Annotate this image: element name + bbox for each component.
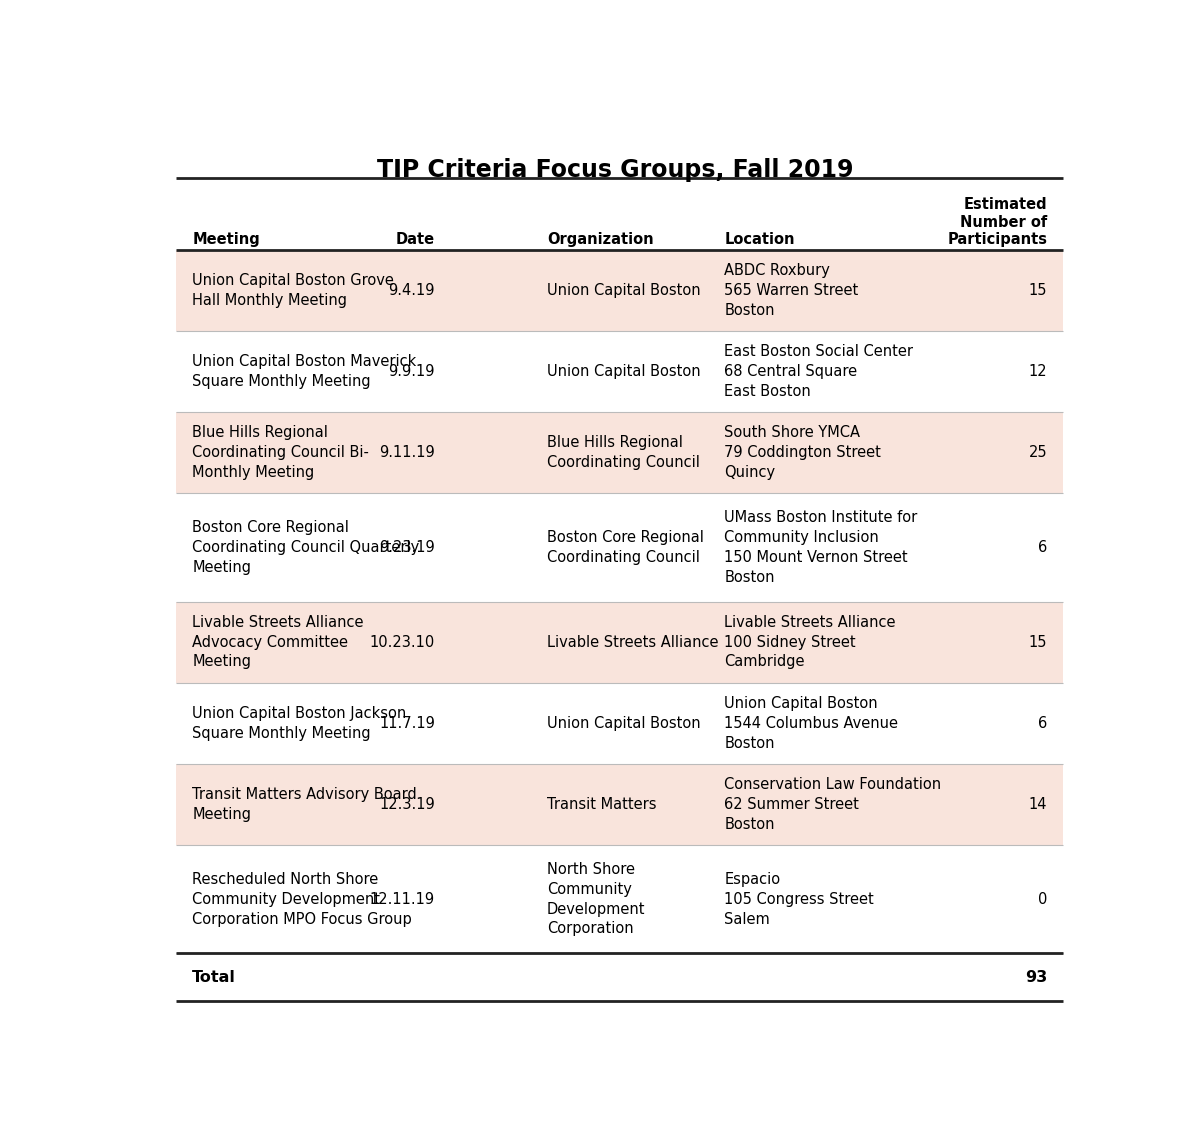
Text: South Shore YMCA
79 Coddington Street
Quincy: South Shore YMCA 79 Coddington Street Qu… (725, 426, 881, 480)
Text: 93: 93 (1025, 970, 1048, 985)
Text: Location: Location (725, 233, 794, 247)
Text: Blue Hills Regional
Coordinating Council Bi-
Monthly Meeting: Blue Hills Regional Coordinating Council… (192, 426, 370, 480)
Text: Blue Hills Regional
Coordinating Council: Blue Hills Regional Coordinating Council (547, 436, 700, 470)
Text: Livable Streets Alliance
100 Sidney Street
Cambridge: Livable Streets Alliance 100 Sidney Stre… (725, 615, 896, 670)
Text: TIP Criteria Focus Groups, Fall 2019: TIP Criteria Focus Groups, Fall 2019 (377, 158, 853, 182)
Text: Livable Streets Alliance
Advocacy Committee
Meeting: Livable Streets Alliance Advocacy Commit… (192, 615, 364, 670)
Text: Union Capital Boston
1544 Columbus Avenue
Boston: Union Capital Boston 1544 Columbus Avenu… (725, 696, 899, 750)
Text: 12.3.19: 12.3.19 (379, 797, 434, 812)
Text: 14: 14 (1028, 797, 1048, 812)
Text: Union Capital Boston: Union Capital Boston (547, 364, 701, 379)
Text: 15: 15 (1028, 283, 1048, 297)
Text: Espacio
105 Congress Street
Salem: Espacio 105 Congress Street Salem (725, 872, 875, 926)
Text: Rescheduled North Shore
Community Development
Corporation MPO Focus Group: Rescheduled North Shore Community Develo… (192, 872, 412, 926)
Text: 6: 6 (1038, 716, 1048, 731)
Text: Union Capital Boston Jackson
Square Monthly Meeting: Union Capital Boston Jackson Square Mont… (192, 706, 407, 741)
Text: UMass Boston Institute for
Community Inclusion
150 Mount Vernon Street
Boston: UMass Boston Institute for Community Inc… (725, 511, 918, 585)
Text: 12.11.19: 12.11.19 (370, 892, 434, 907)
Text: 12: 12 (1028, 364, 1048, 379)
Text: 9.9.19: 9.9.19 (389, 364, 434, 379)
Text: 15: 15 (1028, 634, 1048, 649)
Text: ABDC Roxbury
565 Warren Street
Boston: ABDC Roxbury 565 Warren Street Boston (725, 263, 859, 318)
Text: 10.23.10: 10.23.10 (370, 634, 434, 649)
Text: Union Capital Boston: Union Capital Boston (547, 716, 701, 731)
Text: Estimated
Number of
Participants: Estimated Number of Participants (947, 197, 1048, 247)
Text: 0: 0 (1038, 892, 1048, 907)
Text: Conservation Law Foundation
62 Summer Street
Boston: Conservation Law Foundation 62 Summer St… (725, 777, 942, 832)
Text: Livable Streets Alliance: Livable Streets Alliance (547, 634, 719, 649)
Text: Boston Core Regional
Coordinating Council: Boston Core Regional Coordinating Counci… (547, 530, 704, 565)
Text: North Shore
Community
Development
Corporation: North Shore Community Development Corpor… (547, 861, 646, 936)
Bar (176, 412, 1063, 494)
Text: 11.7.19: 11.7.19 (379, 716, 434, 731)
Text: 9.11.19: 9.11.19 (379, 445, 434, 461)
Text: Organization: Organization (547, 233, 654, 247)
Text: Total: Total (192, 970, 236, 985)
Text: 9.4.19: 9.4.19 (389, 283, 434, 297)
Text: Union Capital Boston Grove
Hall Monthly Meeting: Union Capital Boston Grove Hall Monthly … (192, 274, 394, 308)
Text: Union Capital Boston: Union Capital Boston (547, 283, 701, 297)
Text: Boston Core Regional
Coordinating Council Quarterly
Meeting: Boston Core Regional Coordinating Counci… (192, 520, 419, 574)
Bar (176, 602, 1063, 683)
Text: Transit Matters Advisory Board
Meeting: Transit Matters Advisory Board Meeting (192, 787, 416, 822)
Text: Transit Matters: Transit Matters (547, 797, 656, 812)
Text: Union Capital Boston Maverick
Square Monthly Meeting: Union Capital Boston Maverick Square Mon… (192, 354, 416, 389)
Text: East Boston Social Center
68 Central Square
East Boston: East Boston Social Center 68 Central Squ… (725, 344, 913, 398)
Text: 9.23.19: 9.23.19 (379, 540, 434, 555)
Bar (176, 764, 1063, 846)
Text: 25: 25 (1028, 445, 1048, 461)
Text: Date: Date (396, 233, 434, 247)
Text: 6: 6 (1038, 540, 1048, 555)
Bar (176, 250, 1063, 331)
Text: Meeting: Meeting (192, 233, 260, 247)
